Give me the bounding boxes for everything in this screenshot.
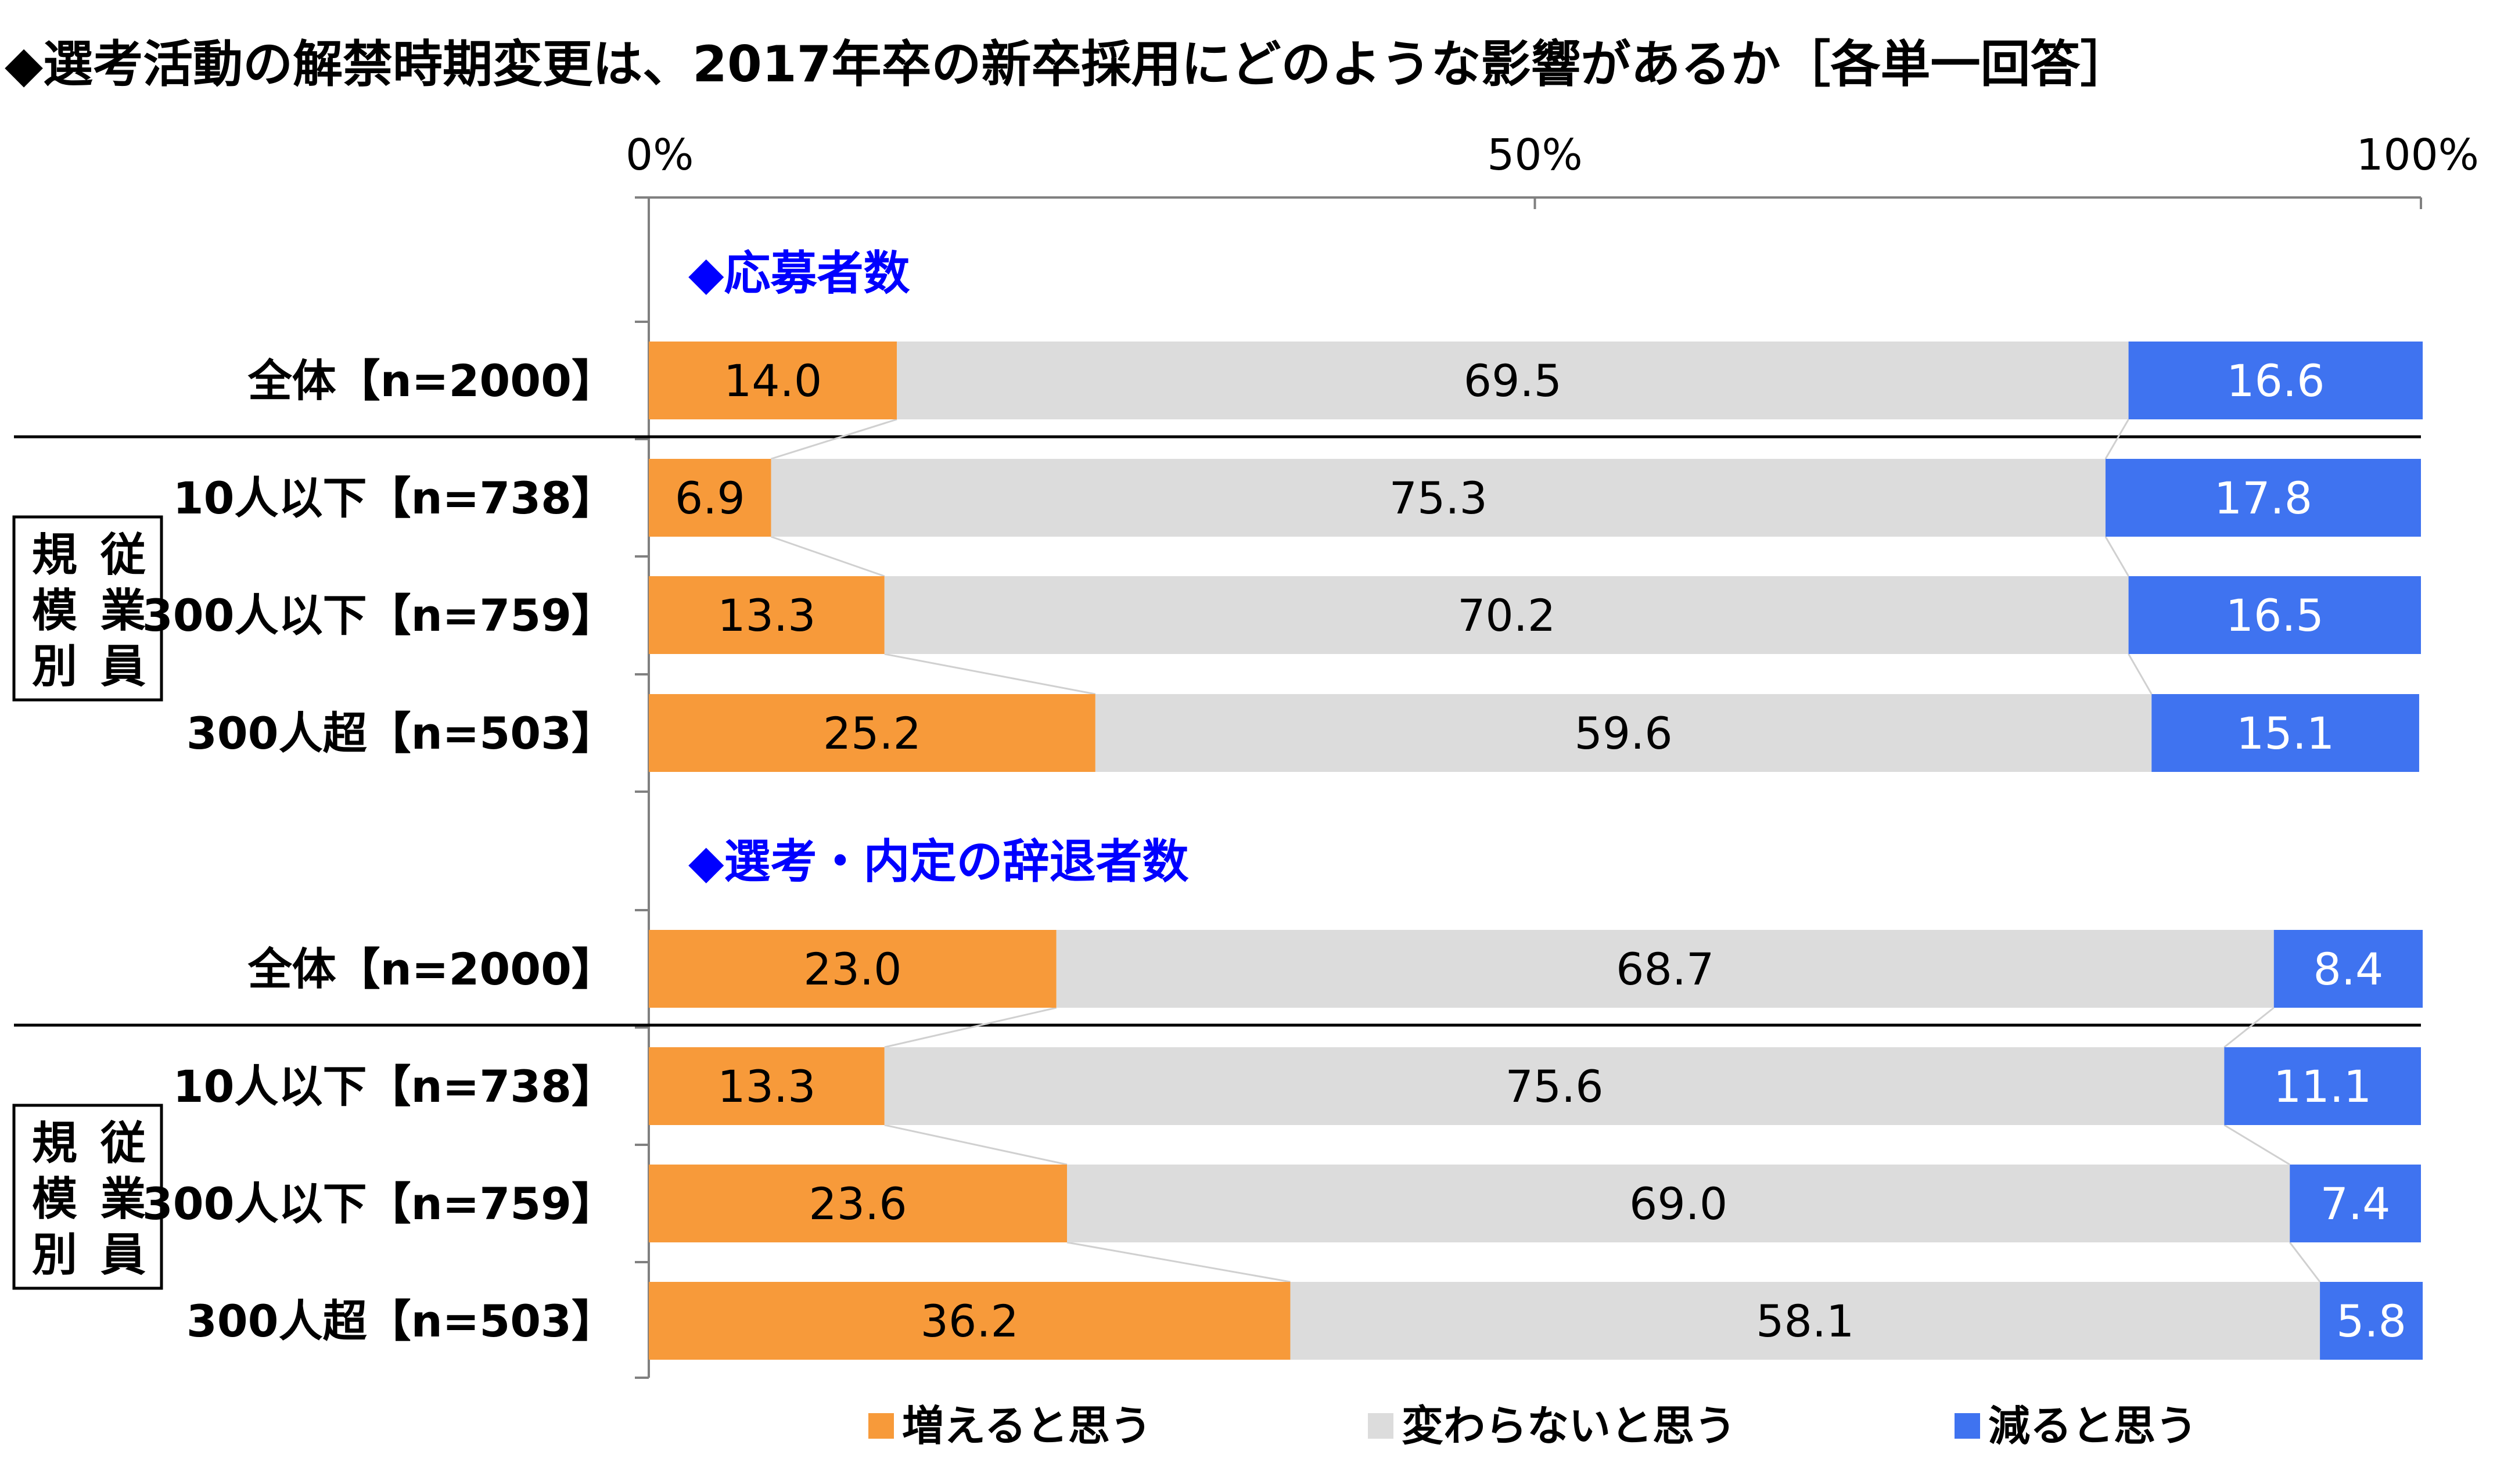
value-label: 15.1 (2236, 707, 2334, 759)
bar-segment-3 (2273, 930, 2423, 1008)
row-label: 10人以下【n=738】 (173, 1061, 616, 1112)
chart-title: ◆選考活動の解禁時期変更は、2017年卒の新卒採用にどのような影響があるか［各単… (5, 35, 2131, 94)
value-label: 69.0 (1629, 1178, 1727, 1230)
section-title: ◆選考・内定の辞退者数 (688, 835, 1189, 889)
bar-segment-2 (884, 1047, 2225, 1125)
value-label: 69.5 (1464, 355, 1562, 407)
x-tick-label: 100% (2356, 130, 2479, 180)
value-label: 14.0 (724, 355, 822, 407)
bar-segment-3 (2151, 694, 2419, 772)
bar-segment-2 (884, 576, 2129, 654)
value-label: 8.4 (2313, 943, 2383, 995)
bar-segment-1 (649, 1165, 1068, 1242)
group-label-char: 規 (32, 1118, 77, 1170)
group-label-char: 業 (100, 585, 146, 637)
series-connector-line (771, 536, 885, 577)
bar-segment-3 (2320, 1282, 2423, 1360)
value-label: 11.1 (2273, 1061, 2372, 1112)
value-label: 16.6 (2226, 355, 2325, 407)
series-connector-line (1066, 1241, 1291, 1283)
bar-segment-3 (2128, 342, 2423, 419)
value-label: 13.3 (717, 1061, 815, 1112)
bar-segment-3 (2128, 576, 2421, 654)
value-label: 23.0 (803, 943, 901, 995)
section-title: ◆応募者数 (688, 246, 910, 300)
bar-segment-2 (1095, 694, 2152, 772)
bar-segment-1 (649, 1047, 885, 1125)
bar-segment-2 (1056, 930, 2274, 1008)
series-connector-line (2223, 1124, 2291, 1166)
bar-segment-3 (2224, 1047, 2421, 1125)
legend-swatch (868, 1413, 894, 1439)
value-label: 75.6 (1505, 1061, 1603, 1112)
value-label: 16.5 (2226, 590, 2324, 641)
group-label-char: 従 (100, 1118, 146, 1170)
bar-segment-1 (649, 694, 1095, 772)
series-connector-line (2128, 653, 2153, 695)
value-label: 75.3 (1389, 472, 1488, 524)
group-label-char: 別 (32, 1229, 77, 1281)
value-label: 59.6 (1574, 707, 1672, 759)
value-label: 36.2 (921, 1295, 1019, 1347)
value-label: 5.8 (2336, 1295, 2406, 1347)
value-label: 7.4 (2320, 1178, 2391, 1230)
row-label: 300人超【n=503】 (186, 707, 616, 759)
series-connector-line (884, 653, 1096, 695)
legend-swatch (1368, 1413, 1393, 1439)
bar-segment-1 (649, 576, 885, 654)
bar-segment-3 (2105, 459, 2421, 537)
bar-segment-1 (649, 930, 1057, 1008)
group-label-char: 業 (100, 1173, 146, 1226)
bar-segment-2 (771, 459, 2106, 537)
group-label-char: 模 (32, 1173, 77, 1226)
row-label: 300人超【n=503】 (186, 1295, 616, 1347)
series-connector-line (2289, 1242, 2321, 1282)
bar-segment-1 (649, 1282, 1291, 1360)
bar-segment-1 (649, 342, 897, 419)
bar-segment-3 (2290, 1165, 2421, 1242)
series-connector-line (2223, 1007, 2275, 1048)
row-label: 全体【n=2000】 (247, 355, 616, 407)
value-label: 17.8 (2214, 472, 2312, 524)
row-label: 全体【n=2000】 (247, 943, 616, 995)
bar-segment-2 (1290, 1282, 2320, 1360)
series-connector-line (2104, 419, 2129, 459)
legend-label: 増えると思う (902, 1402, 1152, 1450)
value-label: 25.2 (823, 707, 921, 759)
value-label: 68.7 (1616, 943, 1714, 995)
group-label-char: 員 (100, 1229, 146, 1281)
series-connector-line (771, 418, 897, 460)
x-tick-label: 0% (626, 130, 694, 180)
value-label: 6.9 (675, 472, 745, 524)
series-connector-line (2104, 536, 2129, 577)
bar-segment-2 (897, 342, 2129, 419)
value-label: 13.3 (717, 590, 815, 641)
bar-segment-2 (1067, 1165, 2290, 1242)
bar-segment-1 (649, 459, 771, 537)
row-label: 10人以下【n=738】 (173, 472, 616, 524)
group-label-char: 模 (32, 585, 77, 637)
x-tick-label: 50% (1487, 130, 1582, 180)
row-label: 300人以下【n=759】 (142, 590, 616, 641)
value-label: 23.6 (809, 1178, 907, 1230)
group-label-char: 規 (32, 529, 77, 581)
group-label-box (12, 1104, 163, 1290)
value-label: 58.1 (1756, 1295, 1854, 1347)
series-connector-line (884, 1007, 1057, 1048)
series-connector-line (884, 1124, 1068, 1166)
legend-swatch (1955, 1413, 1980, 1439)
group-label-char: 従 (100, 529, 146, 581)
value-label: 70.2 (1457, 590, 1555, 641)
group-label-box (12, 515, 163, 702)
legend-label: 変わらないと思う (1402, 1402, 1736, 1450)
row-label: 300人以下【n=759】 (142, 1178, 616, 1230)
group-label-char: 別 (32, 641, 77, 693)
group-label-char: 員 (100, 641, 146, 693)
legend-label: 減ると思う (1988, 1402, 2197, 1450)
